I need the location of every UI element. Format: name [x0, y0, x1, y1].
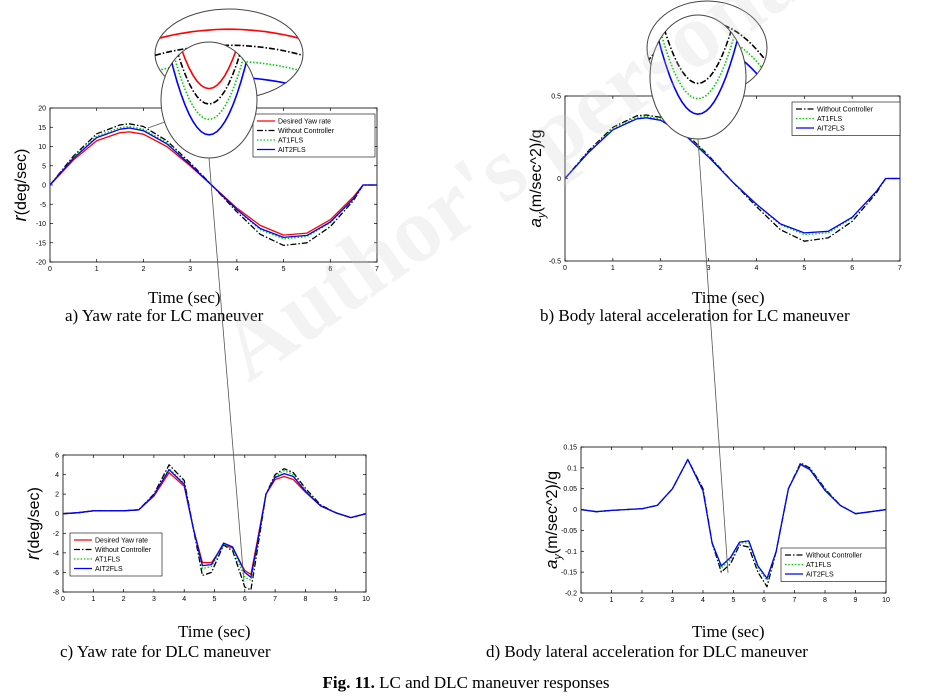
x-tick-label-c: 10 [362, 596, 370, 603]
y-tick-label-b: 0.5 [551, 94, 561, 101]
y-tick-label-d: -0.1 [565, 549, 577, 556]
legend-label-c-1: Desired Yaw rate [95, 538, 148, 545]
y-axis-label-b: ay(m/sec^2)/g [526, 129, 548, 227]
y-tick-label-b: 0 [557, 176, 561, 183]
y-tick-label-d: 0 [573, 507, 577, 514]
legend-label-d-2: AT1FLS [806, 562, 831, 569]
x-tick-label-c: 3 [152, 596, 156, 603]
x-tick-label-d: 3 [671, 597, 675, 604]
chart-c: 0 1 2 3 4 5 6 7 8 9 10 6 4 2 0 -2 -4 -6 -8 r(deg/sec) Desire… [23, 453, 370, 604]
y-tick-label-c: 2 [55, 492, 59, 499]
legend-label-a-1: Desired Yaw rate [278, 119, 331, 126]
y-tick-label-d: 0.1 [567, 465, 577, 472]
x-tick-label-c: 0 [61, 596, 65, 603]
x-tick-label-a: 3 [188, 266, 192, 273]
y-tick-label-a: -15 [36, 240, 46, 247]
x-tick-label-a: 0 [48, 266, 52, 273]
chart-d: 0 1 2 3 4 5 6 7 8 9 10 0.15 0.1 0.05 0 -0.05 -0.1 -0.15 -0… [542, 445, 890, 605]
y-tick-label-d: 0.15 [563, 445, 577, 452]
panel-b-caption: b) Body lateral acceleration for LC mane… [540, 306, 850, 326]
zoom-circle-d [650, 15, 746, 139]
x-tick-label-d: 10 [882, 597, 890, 604]
legend-label-a-2: Without Controller [278, 128, 335, 135]
y-tick-label-d: -0.2 [565, 591, 577, 598]
legend-label-b-3: AIT2FLS [817, 126, 845, 133]
legend-label-c-3: AT1FLS [95, 557, 120, 564]
x-tick-label-a: 6 [328, 266, 332, 273]
x-tick-label-c: 5 [213, 596, 217, 603]
y-tick-label-c: -2 [53, 531, 59, 538]
x-tick-label-b: 5 [802, 265, 806, 272]
x-tick-label-b: 6 [850, 265, 854, 272]
x-tick-label-d: 4 [701, 597, 705, 604]
x-tick-label-c: 6 [243, 596, 247, 603]
y-tick-label-c: -6 [53, 570, 59, 577]
legend-label-a-3: AT1FLS [278, 138, 303, 145]
legend-label-d-3: AIT2FLS [806, 572, 834, 579]
figure-caption-label: Fig. 11. [322, 673, 374, 692]
x-tick-label-b: 4 [754, 265, 758, 272]
x-tick-label-d: 5 [732, 597, 736, 604]
y-tick-label-c: 0 [55, 511, 59, 518]
y-tick-label-a: 0 [42, 183, 46, 190]
x-tick-label-c: 7 [273, 596, 277, 603]
y-tick-label-d: -0.15 [561, 570, 577, 577]
x-tick-label-d: 2 [640, 597, 644, 604]
legend-label-a-4: AIT2FLS [278, 147, 306, 154]
x-tick-label-d: 9 [854, 597, 858, 604]
x-tick-label-d: 6 [762, 597, 766, 604]
y-axis-label-c: r(deg/sec) [23, 487, 43, 560]
x-tick-label-d: 1 [610, 597, 614, 604]
x-tick-label-b: 0 [563, 265, 567, 272]
y-tick-label-a: -20 [36, 260, 46, 267]
x-tick-label-a: 2 [141, 266, 145, 273]
y-tick-label-b: -0.5 [549, 259, 561, 266]
y-tick-label-a: 20 [38, 106, 46, 113]
x-tick-label-d: 7 [793, 597, 797, 604]
x-tick-label-b: 2 [659, 265, 663, 272]
y-tick-label-a: 10 [38, 144, 46, 151]
x-tick-label-b: 1 [611, 265, 615, 272]
panel-a-caption: a) Yaw rate for LC maneuver [65, 306, 263, 326]
y-tick-label-a: 5 [42, 163, 46, 170]
legend-label-c-4: AIT2FLS [95, 566, 123, 573]
x-tick-label-a: 1 [95, 266, 99, 273]
y-tick-label-a: 15 [38, 125, 46, 132]
x-tick-label-a: 7 [375, 266, 379, 273]
legend-label-c-2: Without Controller [95, 547, 152, 554]
y-tick-label-c: -4 [53, 550, 59, 557]
x-tick-label-d: 0 [579, 597, 583, 604]
x-tick-label-c: 8 [303, 596, 307, 603]
figure-caption: Fig. 11. LC and DLC maneuver responses [0, 673, 932, 693]
y-tick-label-d: 0.05 [563, 486, 577, 493]
x-tick-label-c: 4 [182, 596, 186, 603]
y-axis-label-a: r(deg/sec) [10, 149, 30, 222]
x-tick-label-c: 1 [91, 596, 95, 603]
x-tick-label-a: 4 [235, 266, 239, 273]
y-tick-label-a: -10 [36, 221, 46, 228]
panel-b-xlabel: Time (sec) [692, 288, 765, 308]
y-axis-label-d: ay(m/sec^2)/g [542, 471, 564, 569]
legend-label-b-2: AT1FLS [817, 116, 842, 123]
y-tick-label-a: -5 [40, 202, 46, 209]
y-tick-label-c: 6 [55, 453, 59, 460]
x-tick-label-c: 2 [122, 596, 126, 603]
x-tick-label-b: 7 [898, 265, 902, 272]
legend-label-d-1: Without Controller [806, 553, 863, 560]
figure-caption-text: LC and DLC maneuver responses [375, 673, 610, 692]
panel-a-xlabel: Time (sec) [148, 288, 221, 308]
panel-c-caption: c) Yaw rate for DLC maneuver [60, 642, 271, 662]
y-tick-label-d: -0.05 [561, 528, 577, 535]
panel-d-xlabel: Time (sec) [692, 622, 765, 642]
y-tick-label-c: 4 [55, 472, 59, 479]
panel-c-xlabel: Time (sec) [178, 622, 251, 642]
x-tick-label-d: 8 [823, 597, 827, 604]
panel-d-caption: d) Body lateral acceleration for DLC man… [486, 642, 808, 662]
legend-label-b-1: Without Controller [817, 107, 874, 114]
x-tick-label-a: 5 [282, 266, 286, 273]
y-tick-label-c: -8 [53, 590, 59, 597]
x-tick-label-c: 9 [334, 596, 338, 603]
